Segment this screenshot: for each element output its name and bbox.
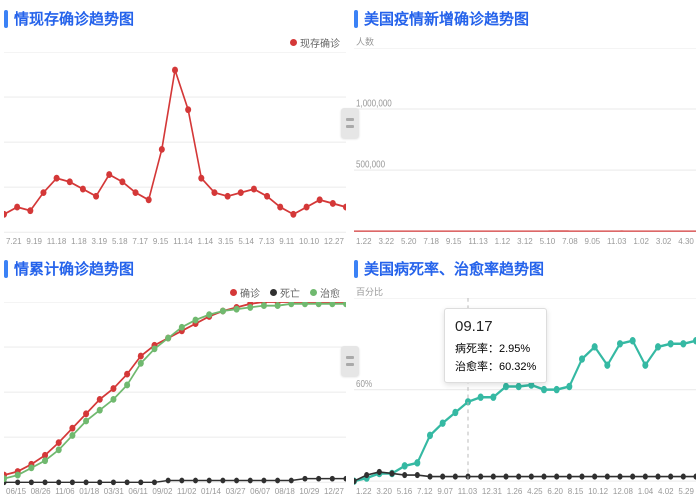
y-axis-label: 百分比: [354, 285, 696, 298]
legend-dot-icon: [290, 39, 297, 46]
legend: 确诊 死亡 治愈: [4, 285, 346, 302]
legend-dot-icon: [270, 289, 277, 296]
legend-label: 死亡: [280, 285, 300, 300]
tooltip: 09.17 病死率：2.95% 治愈率：60.32%: [444, 308, 547, 383]
panel-title: 美国病死率、治愈率趋势图: [364, 258, 544, 279]
resize-handle[interactable]: [341, 108, 359, 138]
tooltip-row: 病死率：2.95%: [455, 341, 536, 359]
y-axis-label: 人数: [354, 35, 696, 48]
legend-item: 现存确诊: [290, 35, 340, 50]
chart[interactable]: 7.219.1911.181.183.195.187.179.1511.141.…: [4, 52, 346, 246]
svg-text:60%: 60%: [356, 378, 372, 389]
legend-item: 确诊: [230, 285, 260, 300]
chart[interactable]: 60%120% 1.223.205.167.129.0711.0312.311.…: [354, 298, 696, 496]
title-accent: [4, 260, 8, 278]
panel-title: 情现存确诊趋势图: [14, 8, 134, 29]
x-axis-labels: 1.223.205.167.129.0711.0312.311.264.256.…: [354, 487, 696, 496]
svg-text:1,000,000: 1,000,000: [356, 98, 392, 109]
panel-title: 美国疫情新增确诊趋势图: [364, 8, 529, 29]
title-row: 美国疫情新增确诊趋势图: [354, 4, 696, 35]
title-row: 情累计确诊趋势图: [4, 254, 346, 285]
legend-dot-icon: [230, 289, 237, 296]
panel-title: 情累计确诊趋势图: [14, 258, 134, 279]
legend-item: 治愈: [310, 285, 340, 300]
tooltip-date: 09.17: [455, 315, 536, 339]
title-accent: [4, 10, 8, 28]
title-accent: [354, 10, 358, 28]
panel-cumulative: 情累计确诊趋势图 确诊 死亡 治愈 06/1508/2611/0601/1803/3…: [4, 254, 346, 496]
title-row: 美国病死率、治愈率趋势图: [354, 254, 696, 285]
title-accent: [354, 260, 358, 278]
chart[interactable]: 500,0001,000,0001,500,000 1.223.225.207.…: [354, 48, 696, 246]
x-axis-labels: 7.219.1911.181.183.195.187.179.1511.141.…: [4, 237, 346, 246]
title-row: 情现存确诊趋势图: [4, 4, 346, 35]
chart-grid: 情现存确诊趋势图 现存确诊 7.219.1911.181.183.195.187…: [0, 0, 700, 500]
legend-label: 确诊: [240, 285, 260, 300]
legend-label: 现存确诊: [300, 35, 340, 50]
x-axis-labels: 06/1508/2611/0601/1803/3106/1109/0211/02…: [4, 487, 346, 496]
x-axis-labels: 1.223.225.207.189.1511.131.123.125.107.0…: [354, 237, 696, 246]
tooltip-row: 治愈率：60.32%: [455, 359, 536, 377]
svg-text:500,000: 500,000: [356, 159, 385, 170]
legend: 现存确诊: [4, 35, 346, 52]
legend-dot-icon: [310, 289, 317, 296]
panel-us-new-cases: 美国疫情新增确诊趋势图 人数 500,0001,000,0001,500,000…: [354, 4, 696, 246]
resize-handle[interactable]: [341, 346, 359, 376]
panel-us-rates: 美国病死率、治愈率趋势图 百分比 60%120% 1.223.205.167.1…: [354, 254, 696, 496]
legend-item: 死亡: [270, 285, 300, 300]
legend-label: 治愈: [320, 285, 340, 300]
panel-active-cases: 情现存确诊趋势图 现存确诊 7.219.1911.181.183.195.187…: [4, 4, 346, 246]
chart[interactable]: 06/1508/2611/0601/1803/3106/1109/0211/02…: [4, 302, 346, 496]
